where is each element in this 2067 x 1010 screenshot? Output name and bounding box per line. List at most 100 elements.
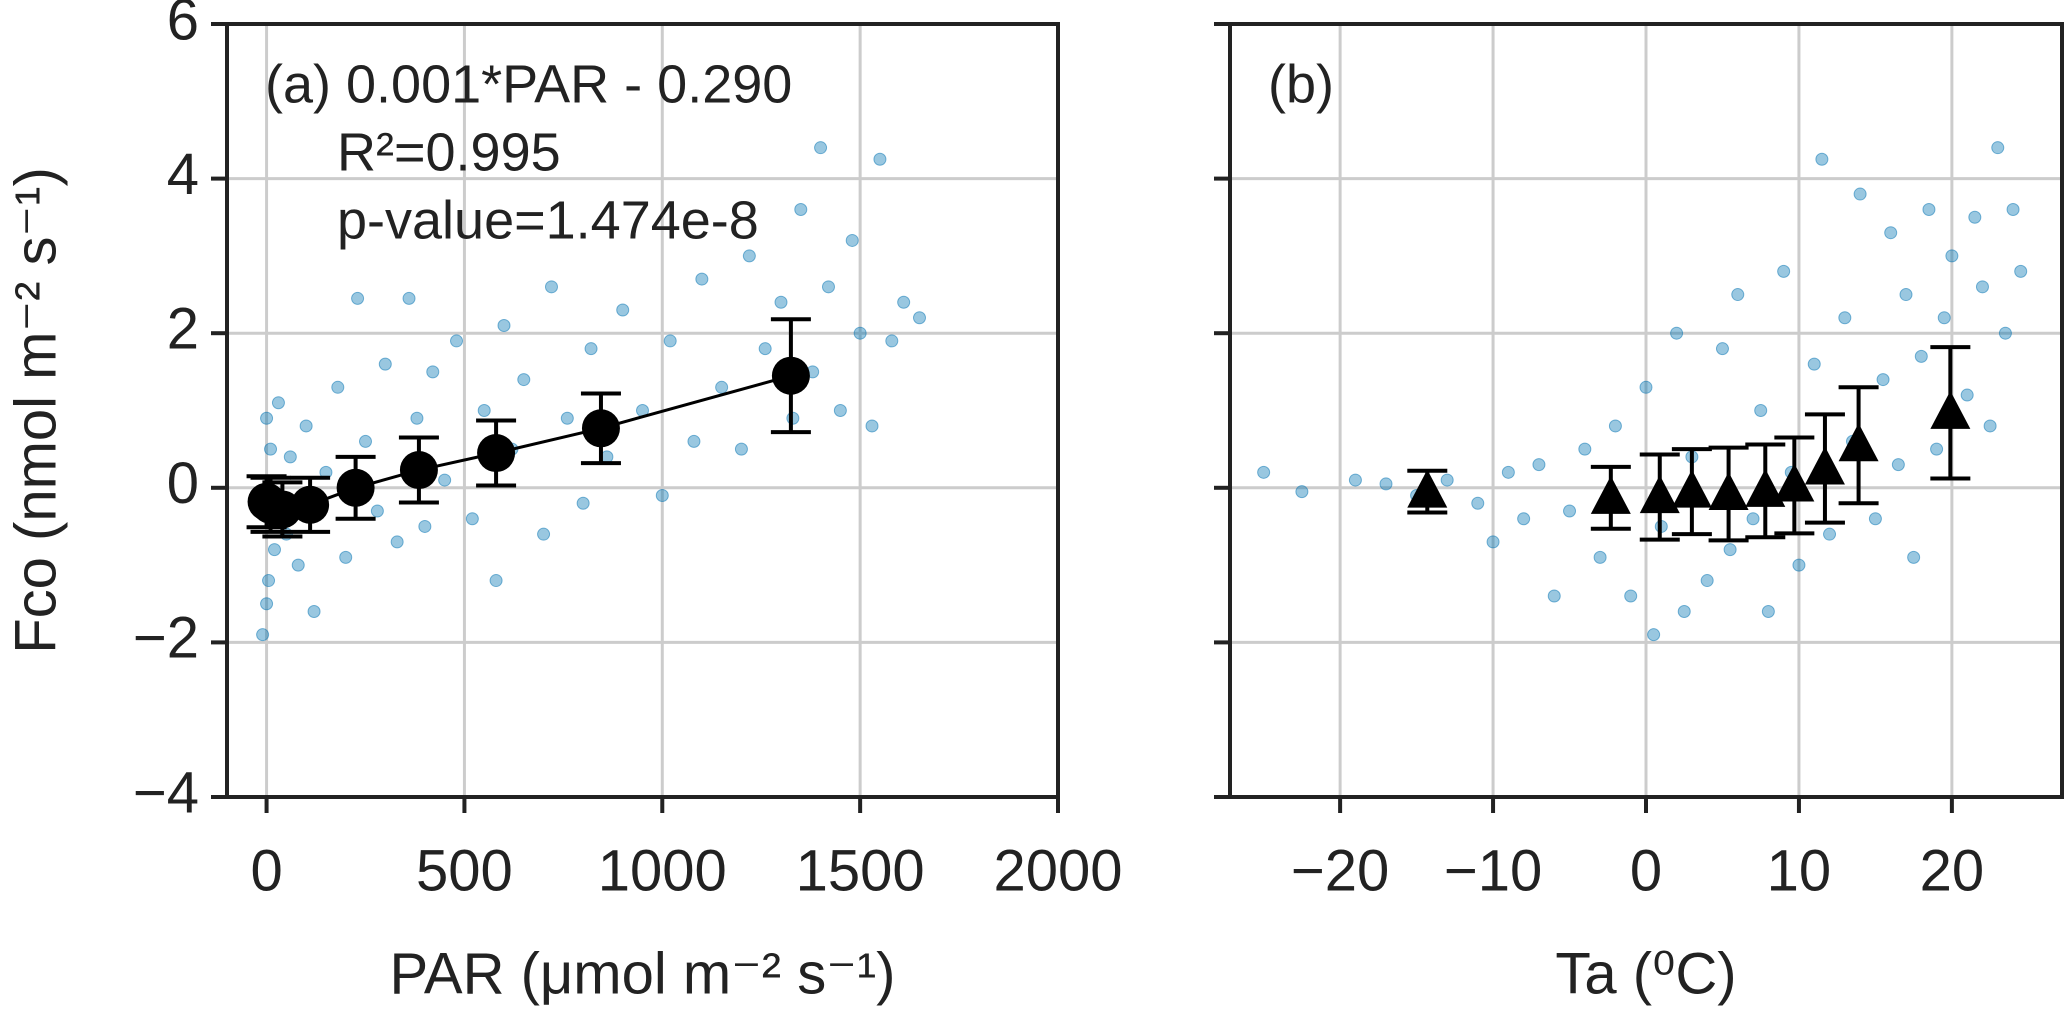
scatter-point bbox=[1975, 280, 1989, 294]
y-axis-label: Fco (nmol m⁻² s⁻¹) bbox=[3, 167, 68, 654]
scatter-point bbox=[1960, 388, 1974, 402]
axes-frame bbox=[1228, 22, 2064, 799]
scatter-point bbox=[1715, 342, 1729, 356]
scatter-point bbox=[2014, 264, 2028, 278]
scatter-point bbox=[1891, 458, 1905, 472]
scatter-point bbox=[1608, 419, 1622, 433]
scatter-point bbox=[1379, 477, 1393, 491]
marker bbox=[1804, 446, 1845, 485]
scatter-point bbox=[267, 543, 281, 557]
y-tick-label: 0 bbox=[167, 451, 199, 516]
scatter-point bbox=[913, 311, 926, 325]
x-tick-label: 500 bbox=[416, 838, 513, 903]
marker bbox=[399, 451, 438, 490]
scatter-point bbox=[450, 334, 464, 348]
marker bbox=[1838, 423, 1879, 462]
scatter-point bbox=[351, 291, 365, 305]
marker bbox=[1639, 475, 1680, 514]
scatter-point bbox=[734, 442, 748, 456]
scatter-point bbox=[1998, 326, 2012, 340]
scatter-point bbox=[370, 504, 384, 518]
scatter-point bbox=[339, 550, 353, 564]
y-tick-label: 4 bbox=[167, 142, 199, 207]
scatter-point bbox=[1257, 465, 1271, 479]
scatter-point bbox=[1823, 527, 1837, 541]
scatter-point bbox=[873, 152, 887, 166]
scatter-point bbox=[865, 419, 879, 433]
scatter-point bbox=[1501, 465, 1515, 479]
scatter-point bbox=[307, 604, 321, 618]
scatter-point bbox=[695, 272, 709, 286]
scatter-point bbox=[833, 404, 847, 417]
scatter-point bbox=[1647, 628, 1661, 642]
marker bbox=[1774, 463, 1815, 502]
scatter-point bbox=[584, 342, 598, 356]
x-tick-label: 0 bbox=[250, 838, 282, 903]
scatter-point bbox=[1440, 473, 1454, 487]
annotation: p-value=1.474e-8 bbox=[337, 190, 759, 250]
scatter-point bbox=[1761, 604, 1775, 618]
y-tick-label: 2 bbox=[167, 297, 199, 362]
scatter-point bbox=[489, 574, 503, 588]
scatter-point bbox=[616, 303, 630, 317]
scatter-point bbox=[262, 574, 276, 588]
scatter-point bbox=[517, 373, 531, 387]
annotation: (a) 0.001*PAR - 0.290 bbox=[265, 54, 792, 114]
marker bbox=[771, 356, 810, 395]
scatter-point bbox=[1907, 550, 1921, 564]
scatter-point bbox=[814, 141, 828, 155]
scatter-point bbox=[1754, 404, 1768, 417]
marker bbox=[1407, 469, 1448, 508]
scatter-point bbox=[885, 334, 899, 348]
scatter-point bbox=[477, 404, 491, 417]
scatter-point bbox=[774, 295, 788, 309]
annotation: R²=0.995 bbox=[337, 122, 561, 182]
scatter-point bbox=[2006, 203, 2020, 217]
scatter-point bbox=[758, 342, 772, 356]
scatter-point bbox=[1930, 442, 1944, 456]
scatter-point bbox=[1807, 357, 1821, 371]
x-tick-label: 20 bbox=[1920, 838, 1985, 903]
marker bbox=[1930, 390, 1971, 429]
scatter-point bbox=[663, 334, 677, 348]
scatter-point bbox=[378, 357, 392, 371]
scatter-point bbox=[1677, 604, 1691, 618]
scatter-point bbox=[576, 496, 590, 510]
scatter-point bbox=[794, 203, 808, 217]
scatter-point bbox=[1914, 349, 1928, 363]
scatter-point bbox=[410, 411, 424, 425]
scatter-point bbox=[1792, 558, 1806, 572]
scatter-point bbox=[271, 396, 285, 410]
scatter-point bbox=[1547, 589, 1561, 603]
scatter-point bbox=[264, 442, 278, 456]
scatter-point bbox=[291, 558, 305, 572]
scatter-point bbox=[1838, 311, 1852, 325]
scatter-point bbox=[1670, 326, 1684, 340]
scatter-point bbox=[1815, 152, 1829, 166]
scatter-point bbox=[1731, 288, 1745, 302]
scatter-point bbox=[1868, 512, 1882, 526]
scatter-point bbox=[1983, 419, 1997, 433]
scatter-point bbox=[390, 535, 404, 549]
scatter-point bbox=[1700, 574, 1714, 588]
scatter-point bbox=[1876, 373, 1890, 387]
scatter-point bbox=[260, 597, 274, 611]
scatter-point bbox=[853, 326, 867, 340]
scatter-point bbox=[1746, 512, 1760, 526]
y-tick-label: −4 bbox=[133, 760, 199, 825]
x-axis-label: Ta (⁰C) bbox=[1555, 941, 1736, 1006]
y-tick-label: 6 bbox=[167, 0, 199, 52]
scatter-point bbox=[544, 280, 558, 294]
scatter-point bbox=[299, 419, 313, 433]
scatter-point bbox=[687, 434, 701, 448]
x-tick-label: 2000 bbox=[993, 838, 1122, 903]
marker bbox=[336, 468, 375, 507]
scatter-point bbox=[1348, 473, 1362, 487]
scatter-point bbox=[426, 365, 440, 379]
scatter-point bbox=[1532, 458, 1546, 472]
scatter-point bbox=[1937, 311, 1951, 325]
scatter-point bbox=[418, 519, 432, 533]
scatter-point bbox=[1471, 496, 1485, 510]
scatter-point bbox=[1295, 485, 1309, 499]
